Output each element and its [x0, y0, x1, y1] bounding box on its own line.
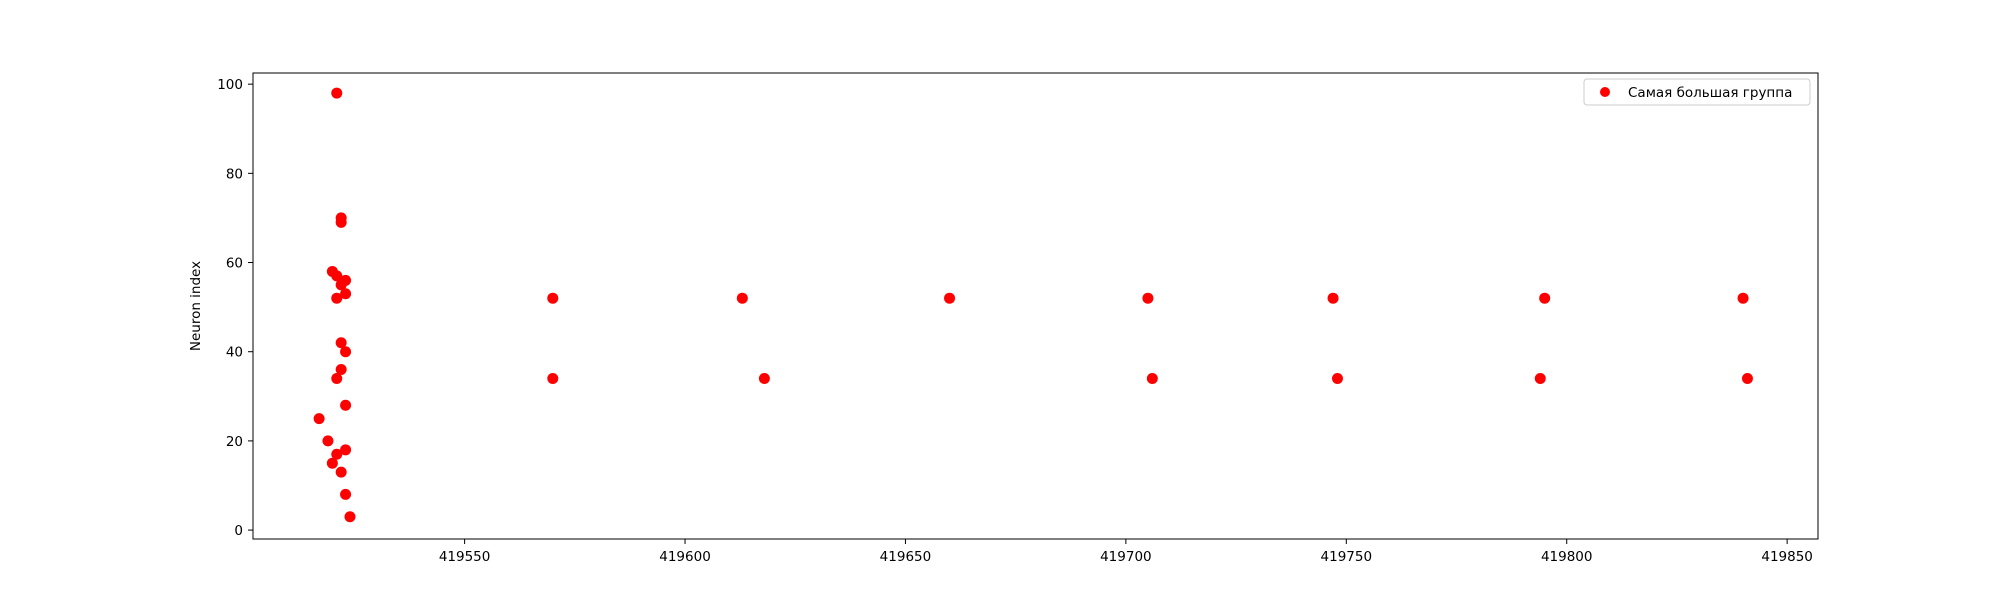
data-point: [331, 372, 343, 384]
data-point: [758, 372, 770, 384]
data-point: [340, 444, 352, 456]
data-point: [313, 413, 325, 425]
data-point: [1539, 292, 1551, 304]
data-point: [335, 216, 347, 228]
y-axis-label: Neuron index: [188, 261, 204, 351]
x-tick-label: 419850: [1761, 549, 1813, 565]
data-point: [335, 337, 347, 349]
data-point: [335, 364, 347, 376]
y-tick-label: 0: [234, 523, 243, 539]
data-point: [340, 346, 352, 358]
data-point: [322, 435, 334, 447]
data-point: [340, 399, 352, 411]
data-point: [944, 292, 956, 304]
data-points: [313, 87, 1753, 523]
data-point: [326, 457, 338, 469]
data-point: [331, 448, 343, 460]
data-point: [547, 372, 559, 384]
data-point: [331, 270, 343, 282]
data-point: [1142, 292, 1154, 304]
y-tick-label: 40: [226, 345, 243, 361]
legend-label: Самая большая группа: [1628, 85, 1792, 101]
data-point: [344, 511, 356, 523]
data-point: [1331, 372, 1343, 384]
data-point: [335, 279, 347, 291]
data-point: [340, 288, 352, 300]
legend-marker: [1600, 87, 1610, 97]
data-point: [340, 488, 352, 500]
data-point: [1737, 292, 1749, 304]
x-axis-ticks: 419550 419600 419650 419700 419750 419800 4198…: [439, 539, 1813, 565]
data-point: [1741, 372, 1753, 384]
data-point: [736, 292, 748, 304]
data-point: [335, 466, 347, 478]
x-tick-label: 419800: [1541, 549, 1593, 565]
data-point: [1146, 372, 1158, 384]
legend: Самая большая группа: [1583, 78, 1811, 106]
x-tick-label: 419750: [1321, 549, 1373, 565]
data-point: [1327, 292, 1339, 304]
y-tick-label: 100: [217, 77, 243, 93]
y-tick-label: 20: [226, 434, 243, 450]
x-tick-label: 419650: [880, 549, 932, 565]
data-point: [1534, 372, 1546, 384]
x-tick-label: 419550: [439, 549, 491, 565]
legend-box: [1583, 78, 1811, 106]
plot-frame: [252, 72, 1819, 540]
y-tick-label: 80: [226, 166, 243, 182]
data-point: [547, 292, 559, 304]
data-point: [331, 87, 343, 99]
x-tick-label: 419600: [659, 549, 711, 565]
x-tick-label: 419700: [1100, 549, 1152, 565]
data-point: [331, 292, 343, 304]
y-axis-ticks: 0 20 40 60 80 100: [217, 77, 253, 539]
y-tick-label: 60: [226, 256, 243, 272]
